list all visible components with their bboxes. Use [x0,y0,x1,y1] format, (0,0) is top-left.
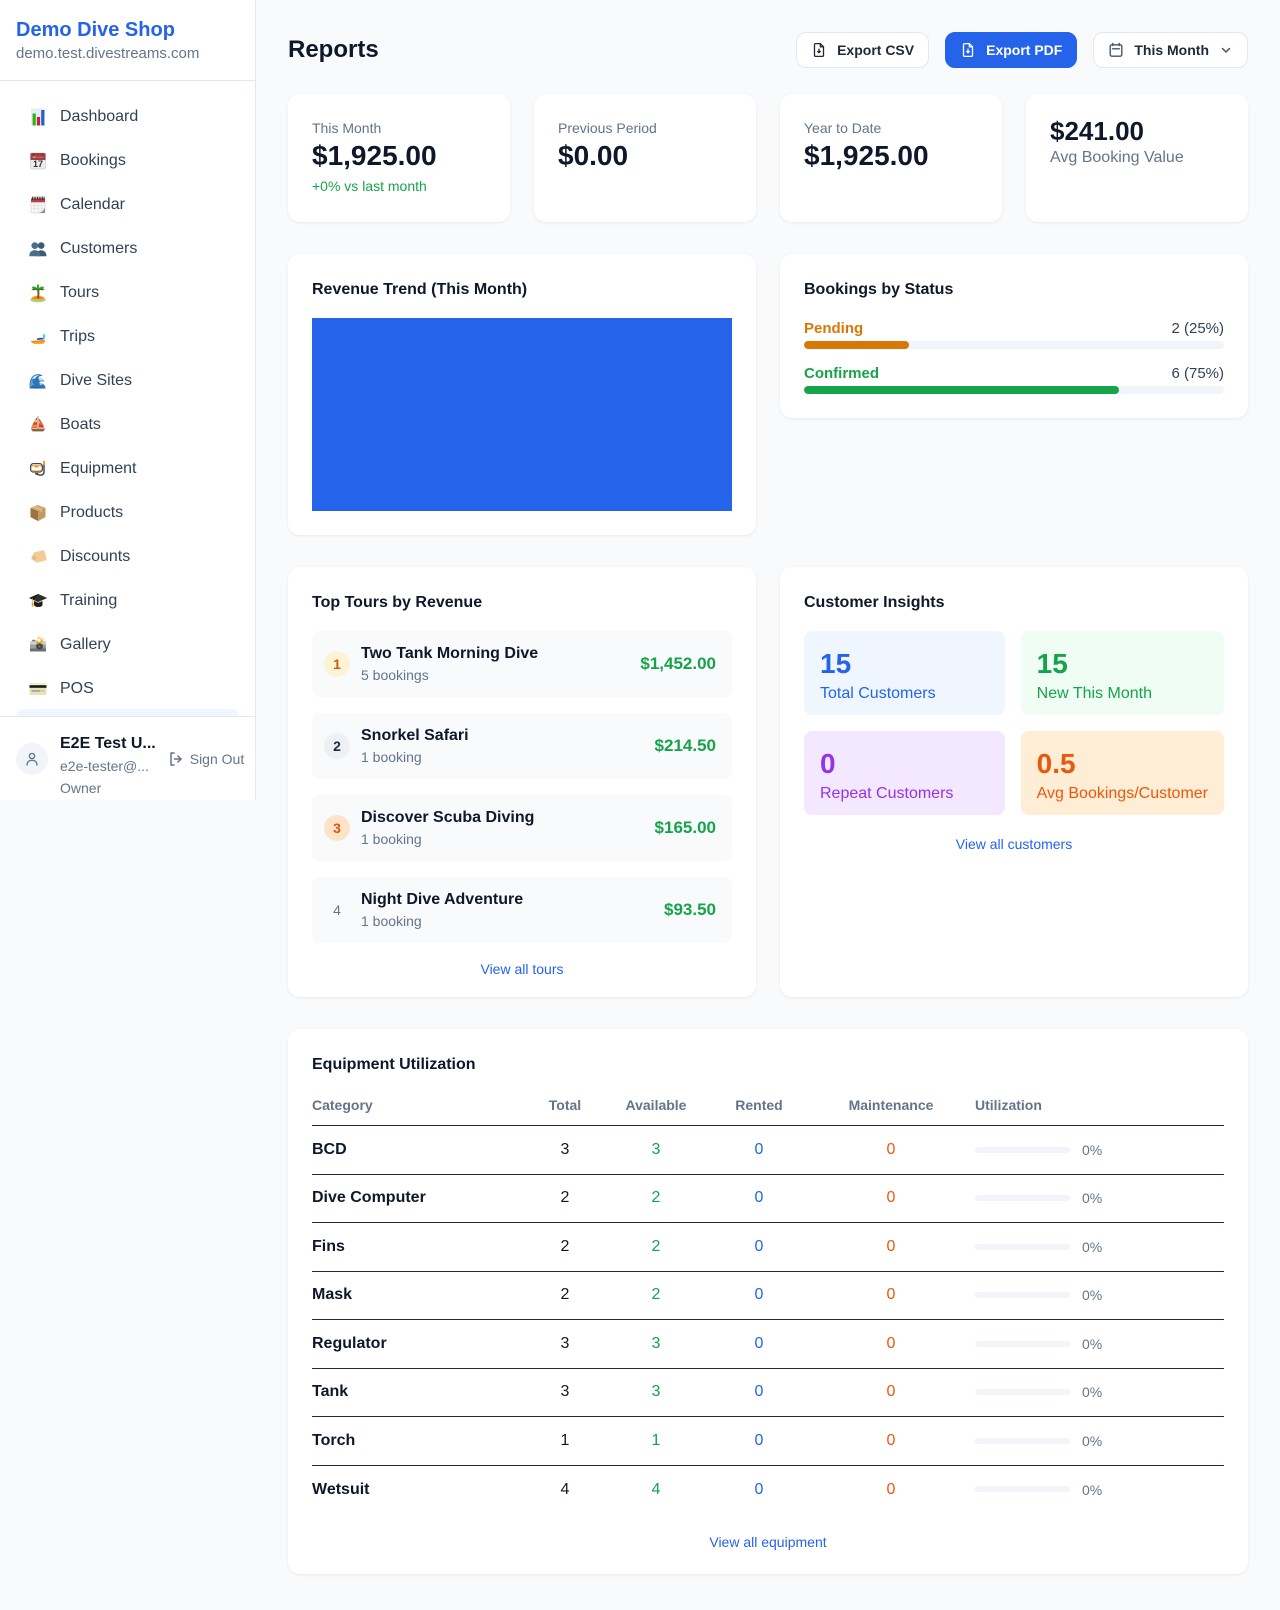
svg-text:17: 17 [33,159,43,169]
